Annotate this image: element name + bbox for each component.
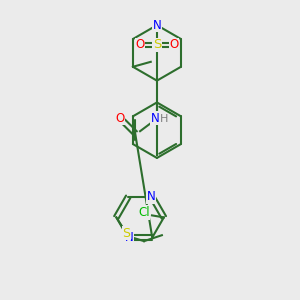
Text: S: S xyxy=(122,227,130,240)
Text: O: O xyxy=(169,38,178,52)
Text: O: O xyxy=(136,38,145,52)
Text: S: S xyxy=(153,38,161,52)
Text: N: N xyxy=(125,232,134,244)
Text: N: N xyxy=(151,112,159,125)
Text: N: N xyxy=(147,190,155,203)
Text: H: H xyxy=(160,114,168,124)
Text: N: N xyxy=(153,19,161,32)
Text: O: O xyxy=(116,112,125,125)
Text: Cl: Cl xyxy=(138,206,150,219)
